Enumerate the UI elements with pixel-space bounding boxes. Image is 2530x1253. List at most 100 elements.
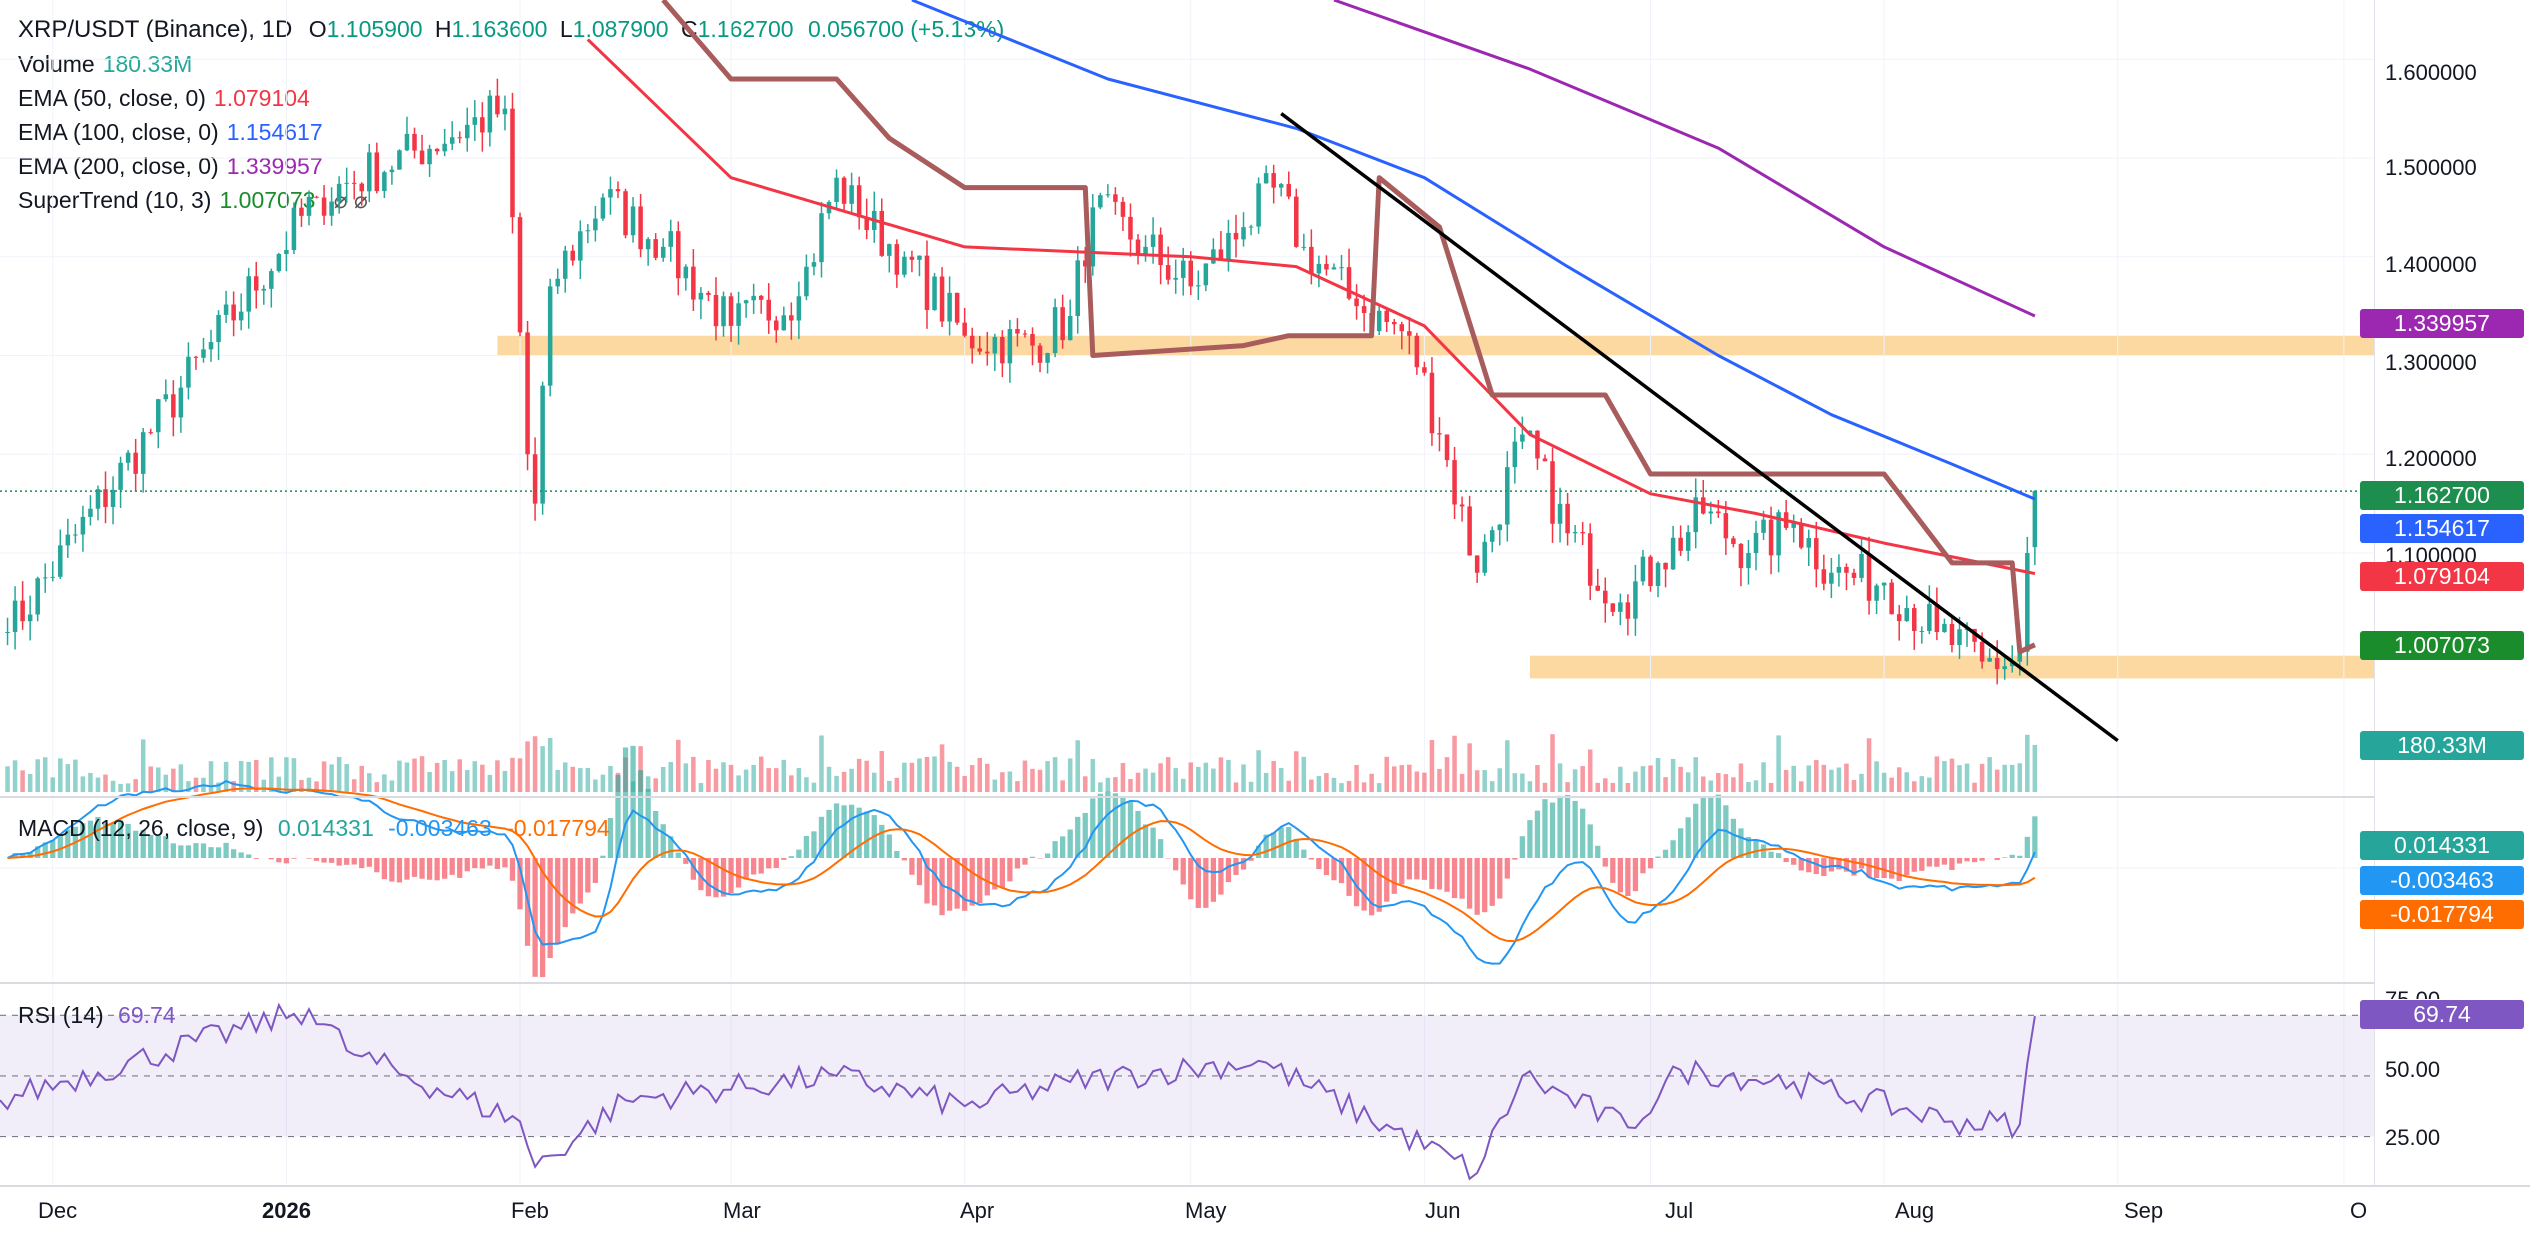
macd-histogram-bar (1527, 820, 1533, 858)
macd-histogram-bar (984, 858, 990, 896)
candle-body (1165, 265, 1171, 280)
macd-histogram-bar (449, 858, 455, 875)
volume-bar (27, 773, 33, 792)
candle-body (284, 250, 289, 255)
macd-histogram-bar (788, 856, 794, 858)
candle-body (1753, 532, 1759, 553)
close-price-tag: 1.162700 (2360, 481, 2524, 510)
candle-body (269, 271, 274, 289)
volume-bar (1972, 782, 1977, 792)
candle-body (1489, 530, 1495, 542)
volume-bar (1354, 764, 1359, 792)
volume-bar (261, 779, 267, 792)
volume-bar (660, 766, 666, 792)
ema200-price-tag: 1.339957 (2360, 309, 2524, 338)
open-value: 1.105900 (326, 16, 423, 42)
candle-body (1542, 458, 1548, 462)
volume-bar (35, 759, 40, 792)
candle-body (359, 183, 365, 192)
macd-histogram-bar (1180, 858, 1186, 885)
pane-divider-rsi[interactable] (0, 982, 2374, 984)
volume-bar (1196, 766, 1201, 792)
candle-body (924, 255, 930, 311)
candle-body (1851, 572, 1857, 578)
candle-body (1030, 333, 1035, 346)
macd-histogram-bar (1964, 858, 1970, 862)
candle-body (985, 351, 990, 354)
ema50-legend: EMA (50, close, 0) 1.079104 (18, 85, 310, 112)
volume-bar (1520, 773, 1525, 792)
macd-histogram-bar (909, 858, 915, 875)
macd-histogram-bar (487, 858, 493, 866)
support-resistance-zone (497, 335, 2374, 356)
volume-bar (781, 759, 787, 792)
volume-bar (1678, 766, 1683, 792)
volume-bar (2025, 734, 2030, 792)
candle-body (1000, 336, 1005, 364)
volume-bar (238, 760, 244, 792)
volume-bar (1738, 763, 1744, 792)
macd-histogram-bar (306, 858, 312, 859)
volume-bar (1120, 762, 1126, 792)
candle-body (1942, 623, 1947, 632)
volume-label: Volume (18, 51, 95, 77)
candle-body (1218, 249, 1224, 261)
macd-histogram-bar (215, 847, 222, 858)
macd-histogram-bar (389, 858, 395, 882)
volume-bar (1580, 766, 1585, 792)
macd-histogram-bar (1293, 838, 1299, 858)
volume-bar (834, 775, 839, 792)
rsi-axis-label: 75.00 (2385, 987, 2440, 999)
volume-bar (1776, 735, 1781, 792)
macd-histogram-bar (223, 842, 229, 858)
candle-body (570, 250, 576, 261)
candle-body (246, 276, 251, 312)
candle-body (2009, 661, 2015, 667)
macd-histogram-bar (1060, 836, 1066, 858)
volume-bar (939, 744, 945, 792)
macd-histogram-bar (404, 858, 410, 880)
candle-body (465, 124, 470, 139)
candle-body (1173, 277, 1178, 280)
candle-body (35, 578, 40, 615)
volume-bar (947, 761, 952, 792)
macd-histogram-bar (1210, 858, 1217, 902)
macd-histogram-bar (954, 858, 960, 909)
macd-histogram-bar (1647, 858, 1654, 869)
candle-body (186, 356, 191, 388)
macd-histogram-bar (27, 852, 33, 858)
low-label: L (559, 16, 573, 42)
candle-body (562, 250, 568, 279)
macd-histogram-bar (1670, 840, 1676, 858)
candle-body (314, 196, 319, 198)
volume-bar (1399, 765, 1405, 792)
macd-histogram-bar (758, 858, 764, 874)
volume-bar (397, 760, 402, 792)
macd-histogram-bar (1904, 858, 1910, 876)
candle-body (947, 292, 952, 322)
candle-body (766, 299, 771, 321)
macd-histogram-bar (969, 858, 975, 906)
candle-body (148, 432, 153, 434)
candle-body (917, 255, 922, 260)
macd-histogram-bar (509, 858, 516, 881)
volume-bar (1550, 734, 1555, 792)
volume-bar (1007, 771, 1013, 792)
candle-body (992, 336, 998, 354)
macd-histogram-bar (1301, 849, 1307, 858)
candle-body (1693, 497, 1698, 533)
macd-histogram-bar (570, 858, 576, 914)
candle-body (412, 133, 417, 151)
pane-divider-macd[interactable] (0, 796, 2374, 798)
supertrend-legend: SuperTrend (10, 3) 1.007073 ⌀ ⌀ (18, 187, 368, 214)
volume-bar (1821, 764, 1827, 792)
volume-bar (841, 771, 847, 792)
candle-body (487, 95, 493, 133)
candle-body (1271, 173, 1276, 188)
volume-bar (773, 768, 779, 792)
macd-histogram-bar (1075, 816, 1081, 858)
macd-histogram-bar (253, 858, 259, 859)
macd-histogram-bar (1881, 858, 1887, 879)
macd-histogram-bar (1866, 858, 1872, 878)
